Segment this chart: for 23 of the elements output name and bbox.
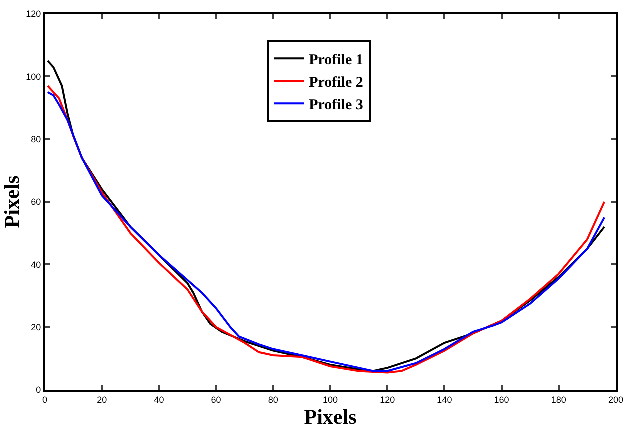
x-tick-label: 140 — [437, 394, 452, 405]
x-tick-label: 20 — [97, 394, 108, 405]
y-tick-label: 20 — [31, 322, 42, 332]
x-tick-label: 200 — [608, 394, 624, 405]
x-axis-title: Pixels — [304, 404, 357, 429]
y-tick-label: 40 — [31, 260, 42, 270]
y-tick-label: 60 — [31, 197, 42, 208]
y-tick-label: 80 — [31, 134, 42, 144]
x-tick-label: 0 — [42, 394, 48, 405]
x-tick-label: 40 — [154, 394, 164, 405]
x-tick-label: 120 — [380, 394, 396, 405]
y-axis-title: Pixels — [0, 176, 24, 228]
x-tick-label: 60 — [211, 394, 222, 405]
legend-label: Profile 3 — [309, 97, 364, 114]
y-tick-label: 0 — [36, 385, 42, 396]
x-tick-label: 180 — [551, 394, 566, 405]
y-tick-label: 100 — [26, 72, 42, 82]
x-tick-label: 100 — [322, 394, 338, 405]
y-tick-label: 120 — [26, 9, 42, 20]
legend-label: Profile 1 — [309, 52, 364, 68]
x-tick-label: 160 — [494, 394, 510, 405]
x-tick-label: 80 — [268, 394, 278, 405]
legend-label: Profile 2 — [309, 74, 364, 91]
